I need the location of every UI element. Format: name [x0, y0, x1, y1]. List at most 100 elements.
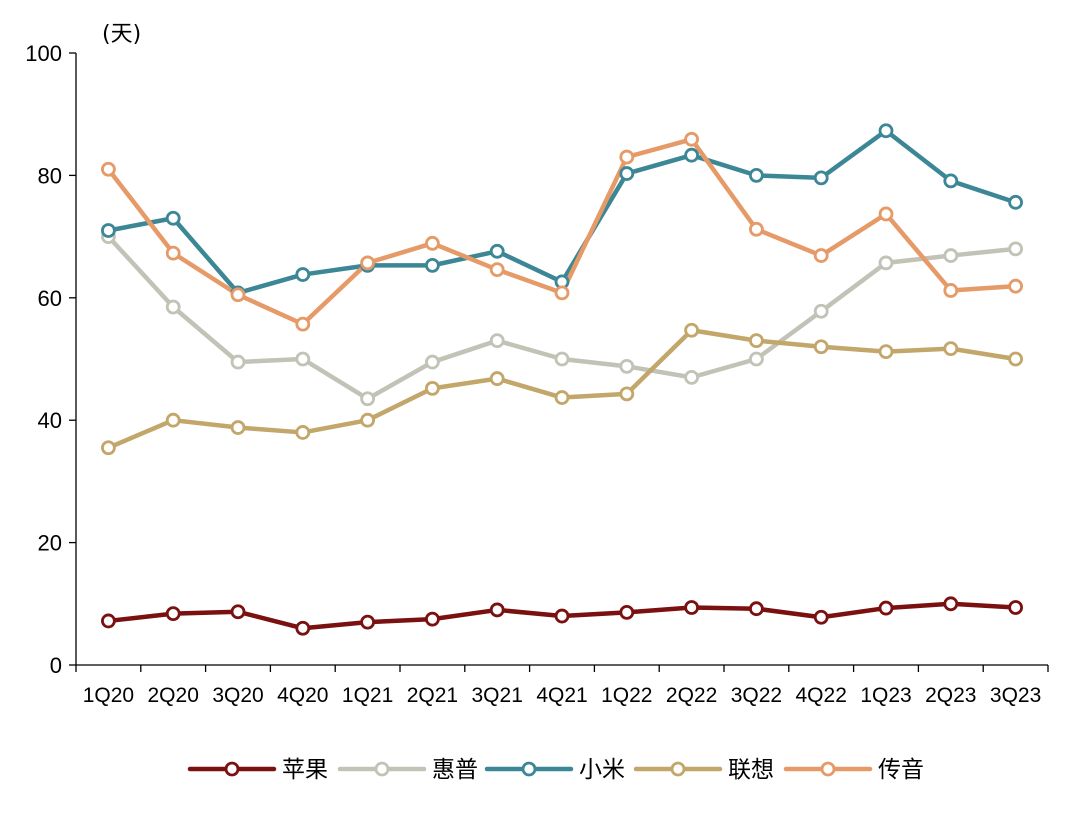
data-point [943, 283, 959, 298]
x-tick-label: 2Q22 [666, 684, 717, 707]
x-tick-label: 2Q21 [407, 684, 458, 707]
legend-swatch-marker [670, 761, 686, 777]
data-point [165, 245, 181, 261]
data-point [684, 147, 699, 163]
data-point [813, 303, 829, 319]
data-point [943, 248, 959, 263]
data-point [165, 210, 181, 226]
data-point [554, 351, 570, 367]
legend-label: 惠普 [432, 756, 478, 782]
data-point [230, 420, 246, 435]
data-point [101, 613, 116, 629]
data-point [101, 161, 116, 177]
data-point [424, 257, 440, 273]
x-tick-label: 3Q20 [212, 684, 263, 707]
x-tick-label: 3Q23 [990, 684, 1041, 707]
data-point [489, 262, 505, 278]
data-point [424, 354, 440, 370]
x-tick-label: 3Q22 [731, 684, 782, 707]
data-point [295, 620, 311, 636]
data-point [1008, 241, 1023, 257]
data-point [165, 299, 181, 315]
data-point [424, 235, 440, 251]
data-point [230, 604, 246, 620]
y-tick-label: 100 [25, 41, 62, 66]
data-point [295, 316, 311, 332]
legend-swatch-marker [521, 761, 537, 777]
data-point [360, 391, 376, 407]
data-point [1008, 351, 1023, 367]
data-point [684, 600, 699, 615]
legend-swatch-marker [374, 761, 390, 777]
data-point [749, 221, 764, 237]
data-point [295, 267, 311, 282]
data-point [101, 223, 116, 238]
data-point [749, 333, 764, 349]
data-point [749, 167, 764, 183]
legend-label: 小米 [579, 756, 625, 782]
x-tick-label: 3Q21 [472, 684, 523, 707]
x-tick-label: 4Q20 [277, 684, 328, 707]
legend-label: 苹果 [282, 756, 328, 782]
data-point [1008, 194, 1023, 210]
data-point [360, 255, 376, 271]
data-point [749, 601, 764, 617]
data-point [878, 344, 894, 360]
data-point [489, 371, 505, 386]
data-point [943, 173, 959, 189]
y-tick-label: 40 [38, 408, 62, 433]
x-tick-label: 2Q23 [925, 684, 976, 707]
data-point [360, 614, 376, 630]
data-point [813, 248, 829, 263]
series-lines [106, 128, 1018, 631]
data-point [943, 596, 959, 612]
data-point [878, 255, 894, 271]
legend: 苹果 惠普 小米 联想 传音 [187, 756, 924, 782]
data-point [943, 341, 959, 356]
x-tick-label: 2Q20 [148, 684, 199, 707]
legend-swatch-marker [224, 761, 240, 777]
legend-label: 传音 [878, 756, 924, 782]
data-point [619, 604, 635, 620]
data-point [878, 600, 894, 616]
data-point [1008, 600, 1023, 615]
data-point [424, 380, 440, 396]
data-point [684, 369, 699, 385]
data-point [554, 608, 570, 624]
data-point [684, 322, 699, 338]
y-axis-unit-label: (天) [102, 22, 142, 47]
data-point [619, 166, 635, 181]
x-tick-label: 4Q21 [536, 684, 587, 707]
x-tick-label: 1Q22 [601, 684, 652, 707]
data-point [101, 440, 116, 456]
data-point [360, 412, 376, 428]
data-point [165, 606, 181, 621]
data-point [489, 333, 505, 349]
data-point [230, 287, 246, 303]
series-points [101, 123, 1023, 636]
data-point [295, 425, 311, 440]
data-point [554, 390, 570, 405]
x-tick-label: 1Q21 [342, 684, 393, 707]
y-tick-label: 0 [50, 653, 62, 678]
data-point [1008, 278, 1023, 294]
y-tick-label: 20 [38, 531, 62, 556]
data-point [749, 351, 764, 367]
data-point [295, 351, 311, 367]
data-point [878, 123, 894, 139]
data-point [230, 354, 246, 370]
x-tick-label: 1Q20 [83, 684, 134, 707]
data-point [619, 149, 635, 165]
data-point [165, 412, 181, 428]
data-point [489, 243, 505, 259]
legend-swatch-marker [820, 761, 836, 777]
data-point [554, 285, 570, 301]
data-point [489, 602, 505, 618]
data-point [813, 609, 829, 625]
data-point [619, 386, 635, 402]
y-tick-label: 60 [38, 286, 62, 311]
x-tick-label: 1Q23 [860, 684, 911, 707]
axes: 0 20 40 60 80 100 1Q20 2Q20 3Q20 4Q20 1Q21 2Q21 3Q21… [25, 41, 1049, 707]
